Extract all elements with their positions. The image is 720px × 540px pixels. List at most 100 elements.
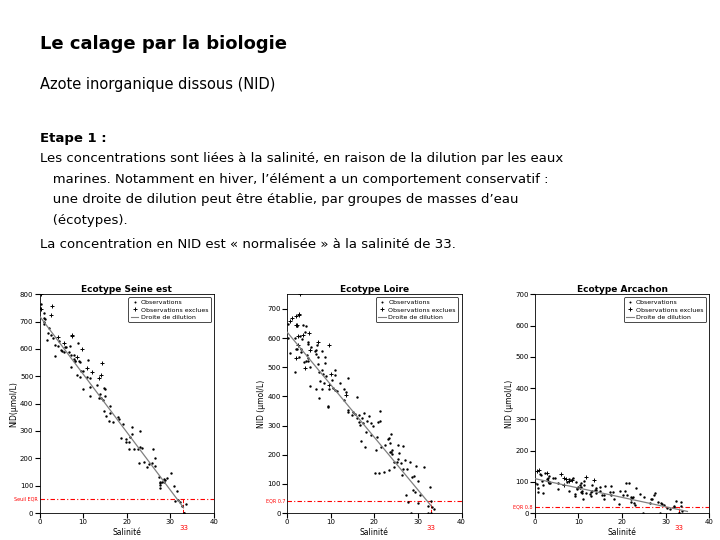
Point [132, 444, 144, 453]
Point [542, 477, 554, 485]
Point [311, 384, 323, 393]
Point [38, 314, 50, 322]
Point [104, 408, 116, 417]
Point [44, 324, 55, 333]
Point [66, 350, 77, 359]
Point [161, 474, 173, 482]
Point [606, 491, 617, 500]
Point [293, 310, 305, 319]
Point [412, 477, 423, 485]
Point [590, 489, 601, 498]
Point [555, 470, 567, 478]
Point [368, 421, 379, 430]
Point [604, 488, 616, 496]
Point [534, 465, 545, 474]
Point [575, 488, 587, 497]
Point [149, 454, 161, 463]
Point [291, 312, 302, 321]
Point [100, 411, 112, 420]
Point [323, 381, 334, 389]
Point [147, 444, 158, 453]
Point [282, 319, 294, 328]
Point [320, 372, 331, 380]
Point [560, 475, 572, 484]
Point [342, 373, 354, 382]
Point [128, 445, 140, 454]
Point [576, 489, 588, 497]
Point [319, 359, 330, 367]
Point [670, 496, 681, 505]
Point [64, 341, 76, 350]
Point [316, 384, 328, 393]
Point [98, 407, 109, 415]
Point [75, 358, 86, 367]
Point [408, 471, 420, 480]
Point [392, 441, 404, 449]
Point [542, 474, 554, 483]
Point [543, 471, 554, 480]
Point [538, 489, 549, 497]
Text: 33: 33 [674, 525, 683, 531]
Point [364, 411, 375, 420]
Point [563, 476, 575, 485]
Point [310, 350, 322, 359]
Point [126, 422, 138, 431]
Point [598, 495, 609, 503]
Point [608, 495, 619, 504]
Point [395, 458, 406, 467]
Point [627, 493, 639, 502]
Point [35, 290, 46, 299]
Text: Seuil EQR: Seuil EQR [14, 497, 37, 502]
Point [358, 408, 369, 417]
Point [599, 491, 611, 500]
Point [178, 509, 189, 517]
X-axis label: Salinité: Salinité [112, 528, 141, 537]
Point [563, 475, 575, 484]
Text: marines. Notamment en hiver, l’élément a un comportement conservatif :: marines. Notamment en hiver, l’élément a… [40, 173, 548, 186]
Point [402, 464, 413, 473]
Point [123, 438, 135, 447]
Point [99, 384, 111, 393]
Point [405, 509, 417, 517]
Point [644, 498, 656, 507]
Point [305, 382, 316, 390]
Point [606, 482, 617, 490]
Point [673, 509, 685, 517]
Point [171, 487, 182, 496]
Point [621, 491, 632, 500]
Point [534, 469, 546, 478]
Point [375, 442, 387, 451]
Point [590, 486, 601, 495]
Point [55, 346, 67, 354]
Point [96, 394, 107, 403]
Point [81, 364, 93, 373]
Point [654, 509, 665, 517]
Point [328, 384, 339, 393]
Point [176, 501, 187, 510]
Point [392, 455, 404, 464]
Point [97, 395, 109, 404]
Point [386, 449, 397, 458]
Point [69, 356, 81, 365]
Point [322, 402, 333, 410]
Point [617, 490, 629, 499]
Point [302, 338, 314, 346]
Point [166, 469, 177, 477]
Point [544, 479, 556, 488]
Point [179, 509, 190, 517]
Point [175, 498, 186, 507]
Point [673, 509, 685, 517]
Text: Le calage par la biologie: Le calage par la biologie [40, 35, 287, 53]
Point [423, 509, 434, 517]
Point [428, 505, 440, 514]
Point [301, 350, 312, 359]
Point [675, 502, 687, 510]
Point [378, 467, 390, 476]
Point [154, 484, 166, 492]
Point [596, 491, 608, 500]
Point [532, 487, 544, 496]
Point [391, 457, 402, 466]
Point [300, 327, 311, 336]
X-axis label: Salinité: Salinité [608, 528, 636, 537]
Point [138, 458, 149, 467]
